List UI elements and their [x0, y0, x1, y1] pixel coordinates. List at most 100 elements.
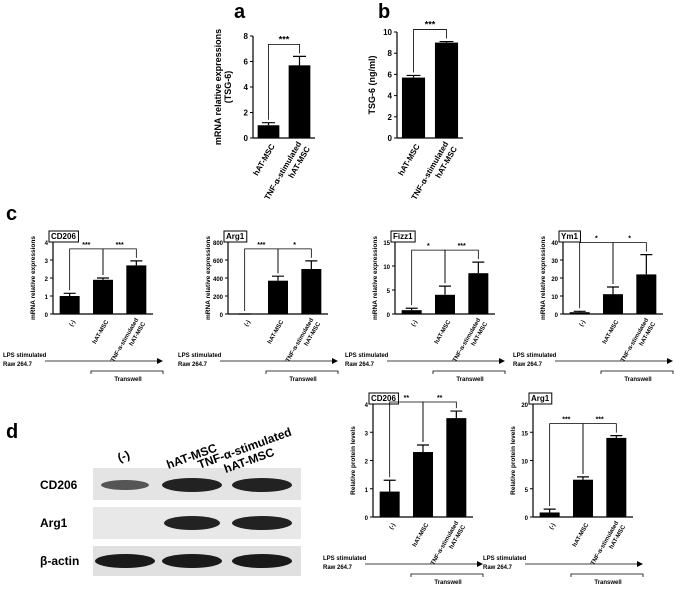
y-tick-label: 5	[525, 488, 529, 494]
blot-row-label: CD206	[40, 478, 78, 492]
arrow-head	[637, 561, 643, 567]
blot-column-label: (-)	[116, 448, 132, 465]
footnote: LPS stimulated	[345, 353, 389, 359]
transwell-bracket	[570, 573, 644, 577]
y-tick-label: 4	[365, 403, 369, 409]
y-axis-label: Relative protein levels	[510, 426, 517, 495]
bracket-label: Transwell	[114, 377, 142, 383]
bar	[93, 279, 113, 314]
bar	[435, 294, 455, 314]
y-axis-label: TSG-6 (ng/ml)	[367, 56, 377, 115]
arrow-head	[477, 561, 483, 567]
y-axis-label: mRNA relative expressions	[30, 236, 37, 320]
y-tick-label: 2	[365, 460, 369, 466]
western-blot	[93, 468, 301, 576]
error-bar	[405, 307, 418, 311]
bracket-label: Transwell	[594, 580, 622, 586]
footnote: Raw 264.7	[3, 362, 33, 368]
footnote: LPS stimulated	[483, 556, 527, 562]
error-bar	[640, 254, 653, 275]
significance-label: *	[293, 242, 296, 249]
footnote: LPS stimulated	[513, 353, 557, 359]
y-axis-label: mRNA relative expressions	[372, 236, 379, 320]
error-bar	[450, 410, 463, 419]
error-bar	[97, 277, 109, 280]
significance-label: **	[437, 395, 443, 402]
footnote: Raw 264.7	[178, 362, 208, 368]
error-bar	[417, 444, 429, 453]
y-axis-label: mRNA relative expressions (TSG-6)	[213, 29, 233, 145]
bar	[301, 269, 322, 314]
bar	[268, 280, 288, 314]
blot-band	[162, 554, 222, 568]
y-axis-label: mRNA relative expressions	[540, 236, 547, 320]
y-axis-label: Relative protein levels	[350, 426, 357, 495]
significance-label: ***	[82, 242, 90, 249]
arrow-head	[157, 358, 163, 364]
chart-title: CD206	[371, 394, 396, 403]
bar	[606, 437, 627, 517]
y-axis-label: mRNA relative expressions	[372, 236, 379, 320]
blot-band	[232, 478, 292, 492]
arrow-head	[332, 358, 338, 364]
y-axis-label: (TSG-6)	[223, 71, 233, 104]
bar	[257, 125, 280, 138]
y-tick-label: 10	[383, 28, 392, 37]
error-bar	[607, 286, 619, 295]
bar	[288, 65, 311, 138]
y-tick-label: 3	[45, 259, 49, 265]
panel-label: a	[234, 1, 246, 23]
title-box	[48, 230, 79, 243]
significance-bracket	[612, 242, 647, 284]
bar	[636, 274, 657, 314]
transwell-bracket	[410, 573, 484, 577]
x-tick-label: (-)	[411, 320, 419, 328]
x-tick-label: (-)	[579, 320, 587, 328]
chart-title: Ym1	[561, 232, 578, 241]
title-box	[223, 230, 248, 243]
y-tick-label: 0	[220, 313, 224, 319]
significance-bracket	[268, 44, 300, 120]
error-bar	[439, 40, 454, 43]
y-axis-label: mRNA relative expressions	[205, 236, 212, 320]
x-tick-label: (-)	[549, 523, 557, 531]
bar	[401, 310, 422, 314]
significance-label: ***	[279, 34, 290, 44]
bracket-label: Transwell	[434, 580, 462, 586]
blot-band	[164, 516, 220, 530]
y-tick-label: 5	[387, 289, 391, 295]
y-tick-label: 600	[213, 259, 224, 265]
y-tick-label: 6	[244, 58, 249, 67]
transwell-bracket	[265, 370, 339, 374]
panel-label: b	[378, 1, 390, 23]
bar	[379, 491, 400, 517]
significance-label: ***	[116, 242, 124, 249]
y-tick-label: 1	[45, 295, 49, 301]
blot-band	[232, 516, 292, 530]
y-tick-label: 3	[365, 431, 369, 437]
error-bar	[261, 122, 276, 126]
y-tick-label: 2	[45, 277, 49, 283]
bar	[59, 296, 80, 314]
y-tick-label: 1	[365, 488, 369, 494]
y-tick-label: 6	[388, 70, 393, 79]
bar	[434, 42, 459, 138]
blot-row-label: β-actin	[40, 554, 79, 568]
significance-bracket	[422, 401, 457, 442]
y-tick-label: 200	[213, 295, 224, 301]
panel-label: d	[6, 421, 18, 443]
footnote: Raw 264.7	[345, 362, 375, 368]
significance-label: ***	[257, 242, 265, 249]
blot-band	[95, 554, 155, 568]
significance-label: ***	[425, 20, 436, 30]
chart-title: Fizz1	[393, 232, 413, 241]
title-box	[390, 230, 416, 243]
y-axis-label: mRNA relative expressions	[213, 29, 223, 145]
error-bar	[305, 260, 318, 269]
x-tick-label: (-)	[411, 320, 419, 328]
x-tick-label: (-)	[389, 523, 397, 531]
y-tick-label: 15	[521, 431, 528, 437]
significance-label: *	[427, 243, 430, 250]
